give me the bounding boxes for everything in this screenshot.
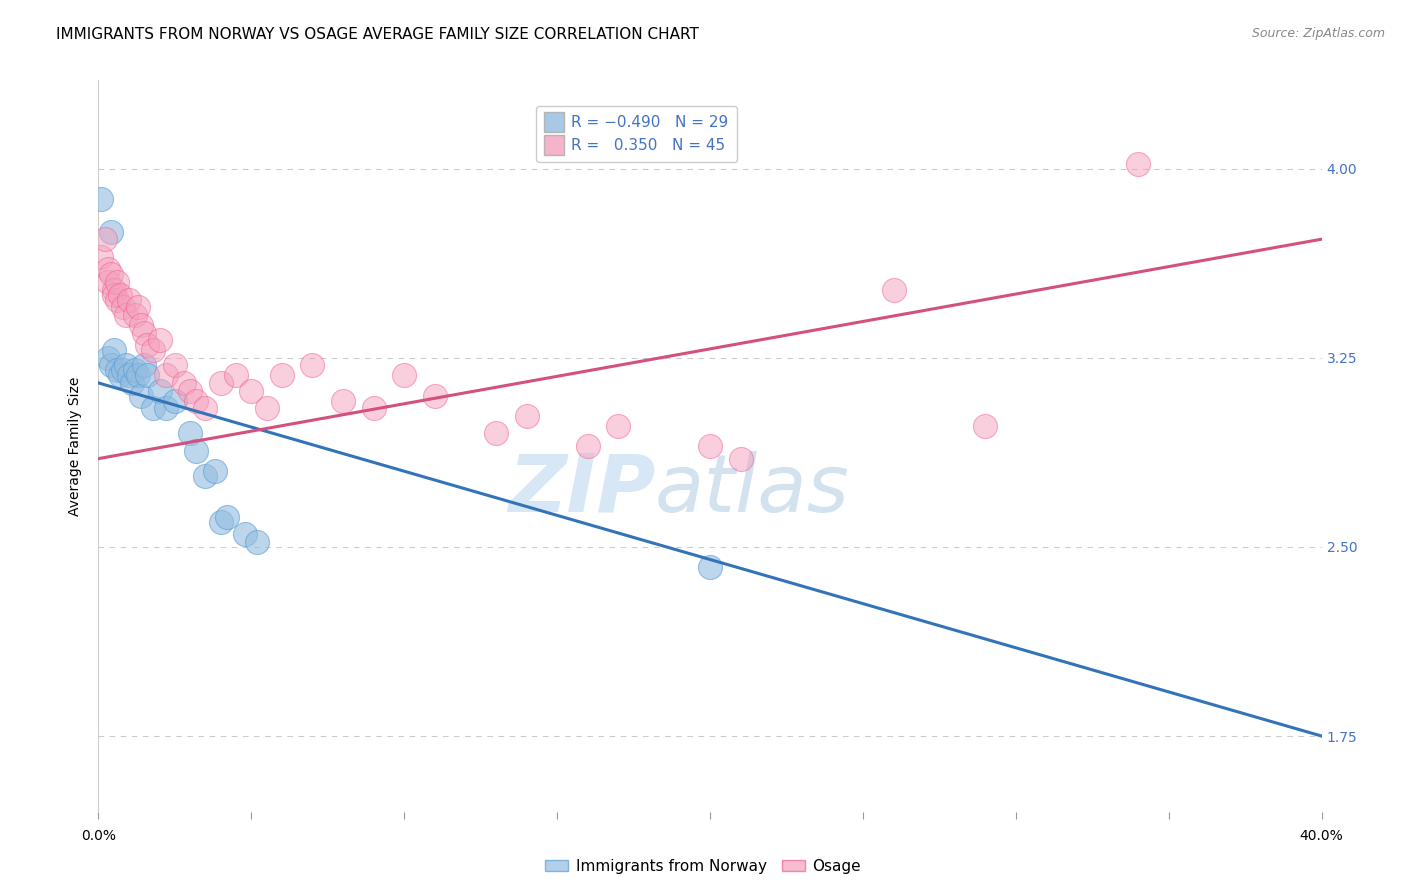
Point (115, 308, 138, 322)
Point (516, 409, 538, 423)
Point (127, 300, 149, 314)
Point (108, 368, 131, 383)
Point (215, 509, 238, 524)
Point (111, 363, 134, 377)
Point (155, 368, 177, 383)
Point (240, 384, 263, 398)
Point (194, 469, 217, 483)
Point (93, 232, 115, 246)
Point (173, 376, 195, 390)
Point (103, 343, 125, 358)
Point (1128, 156, 1150, 170)
Point (155, 401, 177, 416)
Point (423, 388, 446, 402)
Legend: Immigrants from Norway, Osage: Immigrants from Norway, Osage (538, 853, 868, 880)
Point (115, 359, 138, 373)
Point (90, 250, 112, 264)
Point (134, 326, 156, 340)
Point (97, 351, 120, 365)
Point (142, 343, 165, 358)
Point (105, 363, 128, 377)
Point (246, 534, 269, 549)
Point (576, 439, 599, 453)
Point (225, 368, 247, 383)
Point (186, 393, 208, 408)
Point (699, 439, 721, 453)
Point (149, 333, 172, 347)
Text: atlas: atlas (655, 450, 849, 529)
Point (129, 318, 152, 332)
Text: Source: ZipAtlas.com: Source: ZipAtlas.com (1251, 27, 1385, 40)
Point (127, 368, 149, 383)
Point (103, 283, 125, 297)
Point (256, 401, 278, 416)
Point (149, 384, 172, 398)
Point (121, 376, 143, 390)
Point (607, 418, 630, 433)
Point (108, 287, 131, 301)
Point (134, 359, 156, 373)
Point (883, 283, 905, 297)
Point (233, 527, 256, 541)
Point (136, 338, 159, 352)
Point (100, 359, 122, 373)
Point (204, 464, 226, 478)
Point (179, 384, 201, 398)
Point (730, 451, 752, 466)
Point (194, 401, 217, 416)
Point (392, 368, 416, 383)
Point (136, 368, 159, 383)
Point (124, 308, 146, 322)
Point (111, 300, 134, 314)
Point (105, 275, 128, 289)
Point (485, 426, 508, 441)
Point (97, 262, 120, 277)
Point (103, 287, 125, 301)
Point (179, 426, 201, 441)
Y-axis label: Average Family Size: Average Family Size (69, 376, 83, 516)
Point (699, 560, 721, 574)
Point (186, 444, 208, 458)
Point (97, 275, 120, 289)
Point (332, 393, 354, 408)
Text: IMMIGRANTS FROM NORWAY VS OSAGE AVERAGE FAMILY SIZE CORRELATION CHART: IMMIGRANTS FROM NORWAY VS OSAGE AVERAGE … (56, 27, 699, 42)
Point (118, 368, 141, 383)
Legend: R = −0.490   N = 29, R =   0.350   N = 45: R = −0.490 N = 29, R = 0.350 N = 45 (536, 106, 737, 162)
Point (363, 401, 385, 416)
Point (90, 192, 112, 206)
Point (129, 388, 152, 402)
Text: 40.0%: 40.0% (1299, 830, 1344, 843)
Point (974, 418, 997, 433)
Point (118, 293, 141, 307)
Point (163, 359, 186, 373)
Text: 0.0%: 0.0% (82, 830, 115, 843)
Point (163, 393, 186, 408)
Point (209, 515, 232, 529)
Text: ZIP: ZIP (508, 450, 655, 529)
Point (270, 368, 292, 383)
Point (100, 268, 122, 282)
Point (142, 401, 165, 416)
Point (301, 359, 323, 373)
Point (100, 225, 122, 239)
Point (105, 293, 128, 307)
Point (209, 376, 232, 390)
Point (124, 363, 146, 377)
